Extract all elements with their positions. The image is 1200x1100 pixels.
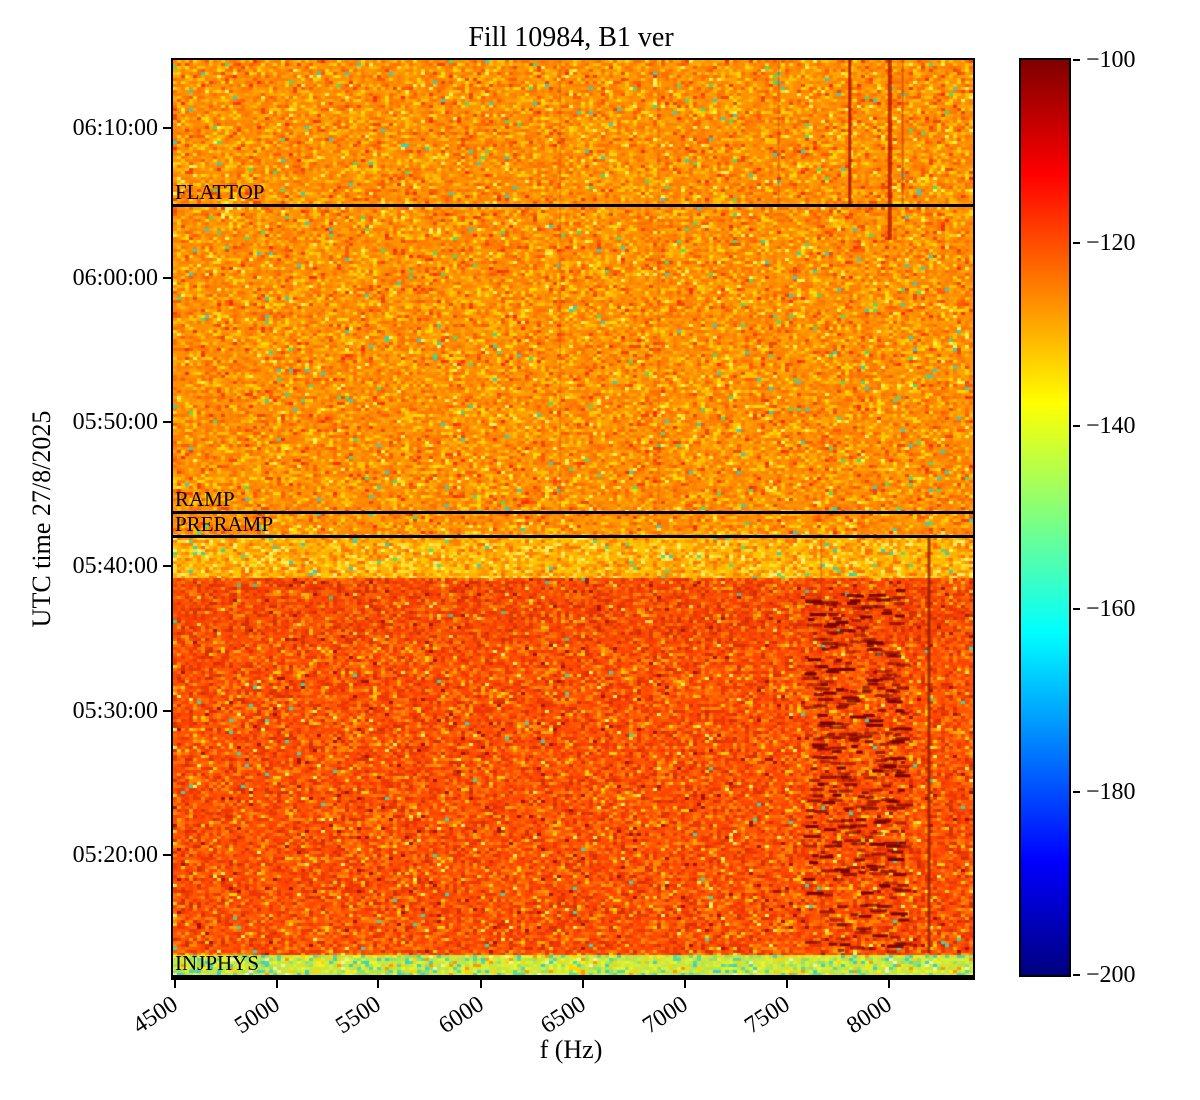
x-tick-label: 7500 — [741, 992, 794, 1038]
beam-mode-line-ramp — [173, 511, 973, 514]
spectrogram-canvas — [173, 60, 973, 978]
x-axis-label: f (Hz) — [171, 1035, 971, 1065]
beam-mode-line-injphys — [173, 975, 973, 978]
x-tick-label: 7000 — [639, 992, 692, 1038]
colorbar-tick-label: −120 — [1086, 231, 1136, 255]
colorbar-tick-label: −100 — [1086, 48, 1136, 72]
colorbar-tick-label: −180 — [1086, 780, 1136, 804]
colorbar-tick-label: −140 — [1086, 414, 1136, 438]
y-tick-mark — [163, 565, 171, 567]
y-tick-label: 05:30:00 — [0, 699, 158, 723]
x-tick-mark — [174, 980, 176, 988]
x-tick-mark — [377, 980, 379, 988]
y-tick-label: 05:50:00 — [0, 410, 158, 434]
plot-area: FLATTOP RAMP PRERAMP INJPHYS 06:10:00 06:00:… — [171, 58, 975, 980]
beam-mode-line-flattop — [173, 204, 973, 207]
x-tick-mark — [684, 980, 686, 988]
chart-title: Fill 10984, B1 ver — [171, 22, 971, 54]
x-tick-label: 6500 — [537, 992, 590, 1038]
beam-mode-label-injphys: INJPHYS — [175, 952, 259, 974]
x-tick-label: 6000 — [435, 992, 488, 1038]
colorbar-tick-mark — [1073, 974, 1080, 976]
x-tick-mark — [276, 980, 278, 988]
x-tick-label: 8000 — [843, 992, 896, 1038]
x-tick-mark — [582, 980, 584, 988]
y-tick-label: 06:00:00 — [0, 266, 158, 290]
colorbar-tick-mark — [1073, 608, 1080, 610]
x-tick-mark — [786, 980, 788, 988]
colorbar-tick-mark — [1073, 59, 1080, 61]
colorbar-tick-mark — [1073, 425, 1080, 427]
colorbar-tick-mark — [1073, 242, 1080, 244]
y-tick-mark — [163, 421, 171, 423]
y-tick-label: 05:40:00 — [0, 554, 158, 578]
colorbar-tick-mark — [1073, 791, 1080, 793]
beam-mode-label-ramp: RAMP — [175, 488, 235, 510]
y-axis-label: UTC time 27/8/2025 — [27, 411, 57, 628]
x-tick-label: 4500 — [129, 992, 182, 1038]
y-tick-label: 06:10:00 — [0, 116, 158, 140]
x-tick-label: 5000 — [231, 992, 284, 1038]
colorbar-tick-label: −200 — [1086, 963, 1136, 987]
y-tick-mark — [163, 710, 171, 712]
colorbar-tick-label: −160 — [1086, 597, 1136, 621]
beam-mode-label-flattop: FLATTOP — [175, 181, 264, 203]
beam-mode-label-preramp: PRERAMP — [175, 513, 273, 535]
y-tick-label: 05:20:00 — [0, 843, 158, 867]
beam-mode-line-preramp — [173, 535, 973, 538]
spectrogram-figure: Fill 10984, B1 ver UTC time 27/8/2025 FL… — [0, 0, 1200, 1100]
y-tick-mark — [163, 127, 171, 129]
x-tick-mark — [480, 980, 482, 988]
x-tick-label: 5500 — [332, 992, 385, 1038]
colorbar: −100 −120 −140 −160 −180 −200 — [1019, 58, 1071, 977]
x-tick-mark — [888, 980, 890, 988]
y-tick-mark — [163, 277, 171, 279]
y-tick-mark — [163, 854, 171, 856]
